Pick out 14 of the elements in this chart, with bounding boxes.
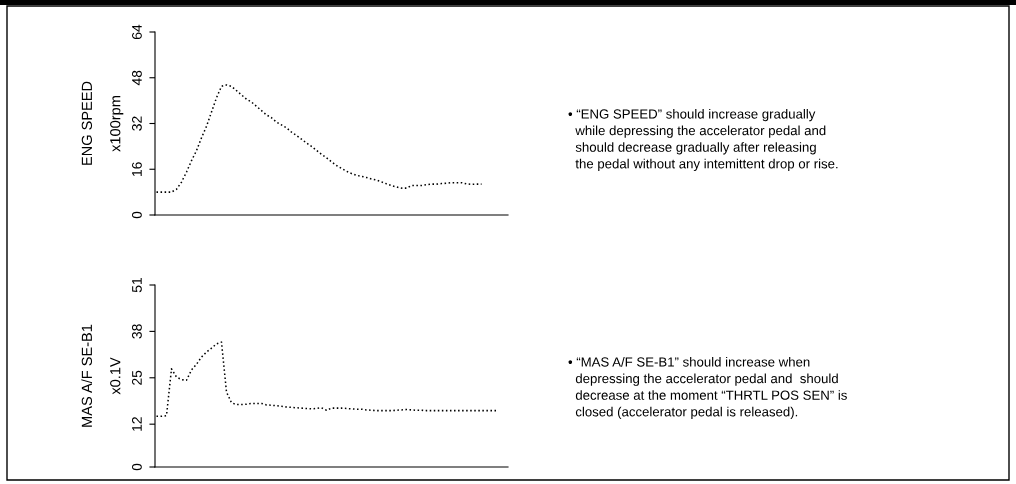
y-tick-label: 38 — [132, 324, 142, 339]
y-tick-label: 0 — [132, 463, 142, 471]
text: MAS A/F SE-B1 x0.1V — [81, 324, 121, 427]
y-tick-label: 12 — [132, 417, 142, 431]
y-tick-label: 0 — [132, 211, 142, 219]
y-tick-label: 16 — [132, 162, 142, 176]
y-tick-label: 64 — [132, 24, 142, 40]
y-tick-label: 25 — [132, 370, 142, 385]
text: • “ENG SPEED” should increase gradually while depressing the accelerator pedal and should decrease gradually after releasing the pedal without any intemittent drop or rise. — [568, 108, 838, 172]
y-tick-label: 48 — [132, 70, 142, 86]
y-tick-label: 51 — [132, 277, 142, 293]
y-tick-label: 32 — [132, 116, 142, 131]
text: • “MAS A/F SE-B1” should increase when depressing the accelerator pedal and should decrease at the moment “THRTL POS SEN” is closed (accelerator pedal is released). — [568, 356, 847, 420]
text: ENG SPEED x100rpm — [81, 81, 124, 165]
